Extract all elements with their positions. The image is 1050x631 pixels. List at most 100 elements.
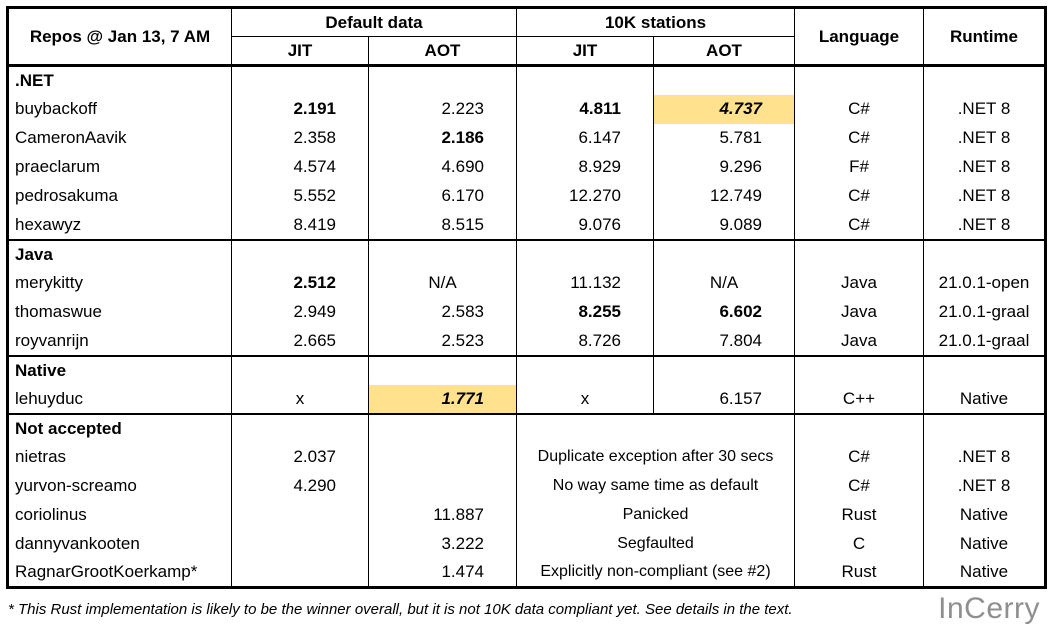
10k-aot-cell: N/A [653,268,795,298]
table-row: buybackoff 2.191 2.223 4.811 4.737 C# .NET 8 [7,94,1046,124]
10k-aot-cell: 9.089 [653,210,795,240]
empty-cell [368,238,517,269]
table-row: lehuyduc x 1.771 x 6.157 C++ Native [7,384,1046,414]
table-row: royvanrijn 2.665 2.523 8.726 7.804 Java 21.0.1… [7,326,1046,356]
10k-aot-cell: 9.296 [653,152,795,182]
footnote: * This Rust implementation is likely to … [8,600,793,618]
10k-jit-cell: 8.929 [516,152,654,182]
runtime-cell: 21.0.1-open [923,268,1046,298]
runtime-cell: Native [923,500,1046,530]
status-note: Segfaulted [516,529,795,559]
language-cell: Rust [794,500,924,530]
10k-jit-cell: 11.132 [516,268,654,298]
default-aot-cell: 11.887 [368,500,517,530]
section-header-row: Not accepted [7,412,1046,443]
empty-cell [794,412,924,443]
section-label: .NET [7,64,232,95]
default-jit-cell: 4.574 [231,152,369,182]
runtime-cell: Native [923,529,1046,559]
repo-name: lehuyduc [7,384,232,414]
table-row: dannyvankooten 3.222 Segfaulted C Native [7,529,1046,559]
repos-header: Repos @ Jan 13, 7 AM [7,7,232,67]
default-jit-cell: 2.665 [231,326,369,356]
empty-cell [923,412,1046,443]
section-header-row: Java [7,238,1046,269]
language-cell: C# [794,471,924,501]
table-row: yurvon-screamo 4.290 No way same time as d… [7,471,1046,501]
default-aot-cell: N/A [368,268,517,298]
language-cell: Java [794,326,924,356]
footer: * This Rust implementation is likely to … [8,592,1040,626]
status-note: Panicked [516,500,795,530]
repo-name: royvanrijn [7,326,232,356]
default-jit-cell: 2.037 [231,442,369,472]
empty-cell [516,354,654,385]
empty-cell [653,354,795,385]
runtime-cell: .NET 8 [923,210,1046,240]
language-cell: C# [794,181,924,211]
default-aot-cell: 2.583 [368,297,517,327]
language-cell: Java [794,268,924,298]
empty-cell [653,238,795,269]
repo-name: CameronAavik [7,123,232,153]
default-aot-cell: 8.515 [368,210,517,240]
section-header-row: .NET [7,64,1046,95]
empty-cell [923,238,1046,269]
language-cell: Java [794,297,924,327]
default-aot-cell: 6.170 [368,181,517,211]
empty-cell [516,64,654,95]
default-aot-cell [368,471,517,501]
empty-cell [231,354,369,385]
language-cell: C# [794,442,924,472]
language-cell: Rust [794,558,924,588]
default-aot-cell [368,442,517,472]
empty-cell [794,238,924,269]
empty-cell [368,354,517,385]
runtime-cell: .NET 8 [923,152,1046,182]
default-jit-cell [231,500,369,530]
benchmark-table: Repos @ Jan 13, 7 AM Default data 10K st… [6,6,1047,589]
10k-aot-header: AOT [653,36,795,67]
default-jit-cell: 2.512 [231,268,369,298]
default-data-group-header: Default data [231,7,517,37]
table-row: CameronAavik 2.358 2.186 6.147 5.781 C# .NET 8 [7,123,1046,153]
10k-jit-cell: 9.076 [516,210,654,240]
repo-name: buybackoff [7,94,232,124]
repo-name: thomaswue [7,297,232,327]
table-row: coriolinus 11.887 Panicked Rust Native [7,500,1046,530]
empty-cell [516,238,654,269]
language-cell: C++ [794,384,924,414]
language-cell: F# [794,152,924,182]
section-label: Java [7,238,232,269]
10k-aot-cell: 4.737 [653,94,795,124]
empty-cell [653,64,795,95]
default-jit-cell: 8.419 [231,210,369,240]
table-row: hexawyz 8.419 8.515 9.076 9.089 C# .NET 8 [7,210,1046,240]
default-jit-cell: x [231,384,369,414]
repo-name: hexawyz [7,210,232,240]
10k-aot-cell: 12.749 [653,181,795,211]
default-aot-cell: 2.523 [368,326,517,356]
repo-name: yurvon-screamo [7,471,232,501]
table-row: praeclarum 4.574 4.690 8.929 9.296 F# .NET 8 [7,152,1046,182]
default-jit-cell [231,558,369,588]
language-cell: C [794,529,924,559]
empty-cell [368,64,517,95]
default-aot-cell: 3.222 [368,529,517,559]
runtime-cell: 21.0.1-graal [923,326,1046,356]
status-note: No way same time as default [516,471,795,501]
language-cell: C# [794,94,924,124]
default-aot-cell: 2.186 [368,123,517,153]
runtime-header: Runtime [923,7,1046,67]
table-row: thomaswue 2.949 2.583 8.255 6.602 Java 21.0.1-… [7,297,1046,327]
10k-aot-cell: 6.602 [653,297,795,327]
repo-name: coriolinus [7,500,232,530]
section-label: Native [7,354,232,385]
header-group-row: Repos @ Jan 13, 7 AM Default data 10K st… [7,7,1046,67]
runtime-cell: .NET 8 [923,94,1046,124]
runtime-cell: 21.0.1-graal [923,297,1046,327]
section-header-row: Native [7,354,1046,385]
10k-jit-cell: 12.270 [516,181,654,211]
10k-stations-group-header: 10K stations [516,7,795,37]
status-note: Duplicate exception after 30 secs [516,442,795,472]
